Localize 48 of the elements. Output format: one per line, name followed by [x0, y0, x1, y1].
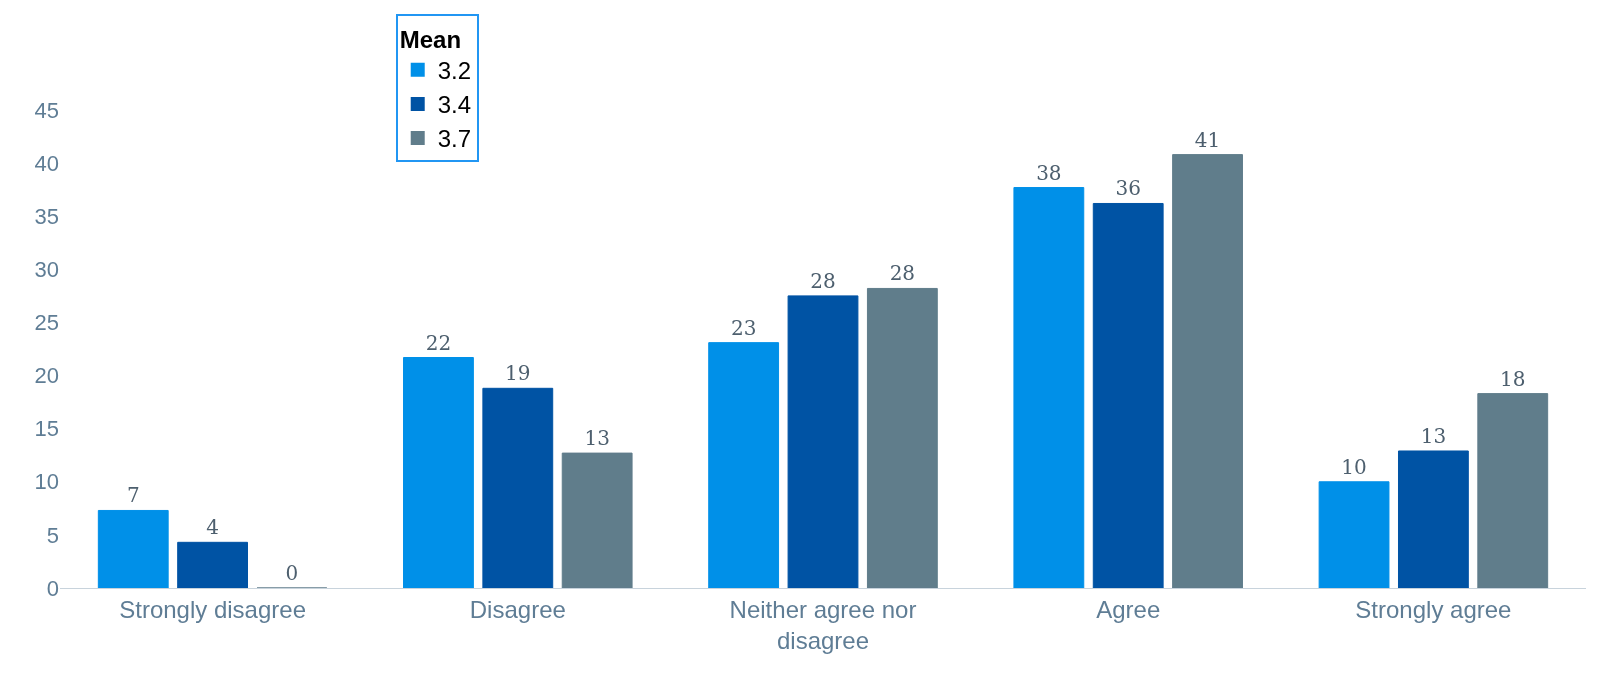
- data-label: 41: [1194, 127, 1221, 152]
- legend-title: Mean: [399, 25, 462, 53]
- legend-label: 3.4: [437, 91, 472, 119]
- bar: [1477, 393, 1549, 588]
- data-label: 13: [584, 426, 610, 451]
- bar: [561, 452, 633, 588]
- data-label: 23: [730, 315, 757, 340]
- y-tick-label: 40: [34, 150, 59, 176]
- data-label: 38: [1036, 160, 1062, 185]
- x-tick-label: Strongly agree: [1355, 595, 1512, 623]
- data-label: 18: [1500, 366, 1526, 391]
- bar: [1397, 450, 1469, 588]
- bar: [866, 287, 938, 588]
- y-tick-label: 25: [34, 310, 59, 336]
- y-tick-label: 45: [34, 97, 59, 123]
- bar: [1318, 481, 1390, 588]
- bar: [1172, 154, 1243, 588]
- data-label: 0: [285, 561, 299, 585]
- y-tick-label: 0: [46, 575, 59, 601]
- data-label: 7: [126, 483, 140, 508]
- bar: [1092, 202, 1164, 588]
- bar: [403, 357, 474, 588]
- data-label: 4: [206, 515, 219, 540]
- bar: [482, 387, 554, 588]
- y-tick-label: 30: [34, 257, 59, 283]
- data-label: 13: [1420, 423, 1447, 448]
- bar: [787, 295, 859, 588]
- bar: [97, 509, 169, 588]
- data-label: 10: [1341, 454, 1367, 479]
- bar: [1013, 187, 1085, 588]
- y-tick-label: 10: [34, 469, 59, 495]
- legend-label: 3.7: [437, 125, 472, 153]
- y-tick-label: 20: [34, 363, 59, 389]
- bar: [177, 541, 249, 588]
- data-label: 22: [425, 330, 452, 355]
- y-tick-label: 35: [34, 203, 59, 229]
- y-tick-label: 5: [46, 522, 59, 548]
- x-tick-label: Neither agree nor disagree: [729, 595, 917, 654]
- bar: [708, 342, 780, 588]
- data-label: 36: [1115, 176, 1141, 201]
- x-tick-label: Strongly disagree: [119, 595, 306, 623]
- legend-label: 3.2: [437, 57, 472, 85]
- x-tick-label: Agree: [1096, 595, 1161, 623]
- data-label: 28: [810, 268, 836, 293]
- x-tick-label: Disagree: [469, 595, 566, 623]
- data-label: 19: [505, 361, 531, 386]
- y-tick-label: 15: [34, 416, 59, 442]
- data-label: 28: [889, 261, 916, 286]
